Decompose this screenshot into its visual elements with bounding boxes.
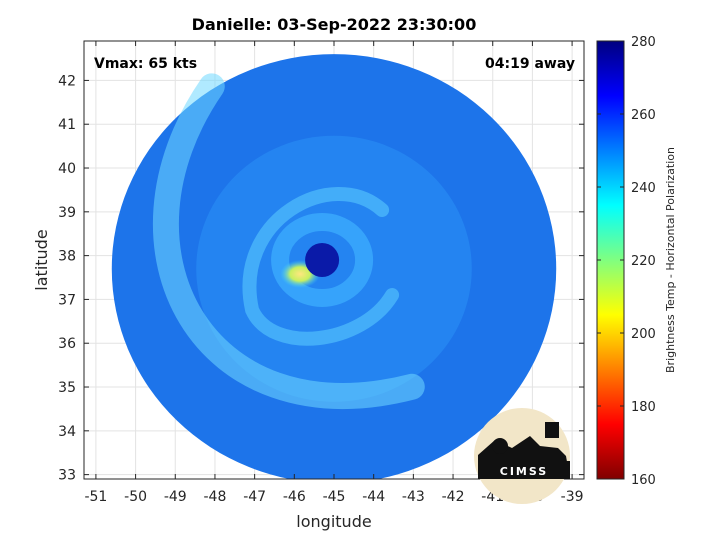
y-tick-label: 33 [58, 468, 76, 484]
time-away-annotation: 04:19 away [485, 56, 575, 72]
y-tick-label: 37 [58, 292, 76, 308]
x-tick-label: -48 [204, 489, 227, 505]
y-tick-label: 38 [58, 249, 76, 265]
y-tick-label: 34 [58, 424, 76, 440]
y-tick-label: 42 [58, 73, 76, 89]
colorbar-ticks: 160 180 200 220 240 260 280 [597, 35, 656, 488]
y-tick-label: 36 [58, 336, 76, 352]
cimss-logo: CIMSS [474, 408, 570, 504]
colorbar-tick-label: 160 [631, 473, 656, 488]
logo-banner [478, 461, 570, 479]
colorbar-tick-label: 220 [631, 254, 656, 269]
inner-rainband [242, 187, 400, 346]
y-tick-label: 40 [58, 161, 76, 177]
x-tick-label: -45 [323, 489, 346, 505]
y-tick-label: 35 [58, 380, 76, 396]
colorbar-tick-label: 260 [631, 108, 656, 123]
colorbar [596, 40, 625, 480]
x-tick-label: -43 [402, 489, 425, 505]
x-axis-label: longitude [296, 512, 371, 531]
chart-title: Danielle: 03-Sep-2022 23:30:00 [192, 15, 477, 34]
x-tick-label: -51 [84, 489, 107, 505]
colorbar-tick-label: 280 [631, 35, 656, 50]
x-tick-label: -47 [243, 489, 266, 505]
y-axis-label: latitude [32, 229, 51, 290]
x-tick-label: -50 [124, 489, 147, 505]
x-tick-label: -42 [442, 489, 465, 505]
eyewall-ring [271, 213, 374, 307]
colorbar-label: Brightness Temp - Horizontal Polarizatio… [664, 147, 677, 373]
colorbar-tick-label: 240 [631, 181, 656, 196]
colorbar-tick-label: 200 [631, 327, 656, 342]
y-tick-label: 41 [58, 117, 76, 133]
vmax-annotation: Vmax: 65 kts [94, 56, 197, 72]
colorbar-tick-label: 180 [631, 400, 656, 415]
x-tick-label: -49 [164, 489, 187, 505]
x-axis: -51-50-49-48-47-46-45-44-43-42-41-40-39 [84, 41, 584, 505]
x-tick-label: -46 [283, 489, 306, 505]
outer-rainband [152, 73, 425, 409]
logo-text: CIMSS [500, 465, 548, 478]
x-tick-label: -44 [362, 489, 385, 505]
microwave-swath [111, 54, 557, 479]
y-axis: 33 34 35 36 37 38 39 40 41 42 [58, 73, 584, 484]
y-tick-label: 39 [58, 205, 76, 221]
storm-eye [305, 243, 340, 277]
x-tick-label: -39 [561, 489, 584, 505]
logo-dish-icon [492, 438, 508, 454]
logo-water-tower-icon [545, 423, 559, 437]
